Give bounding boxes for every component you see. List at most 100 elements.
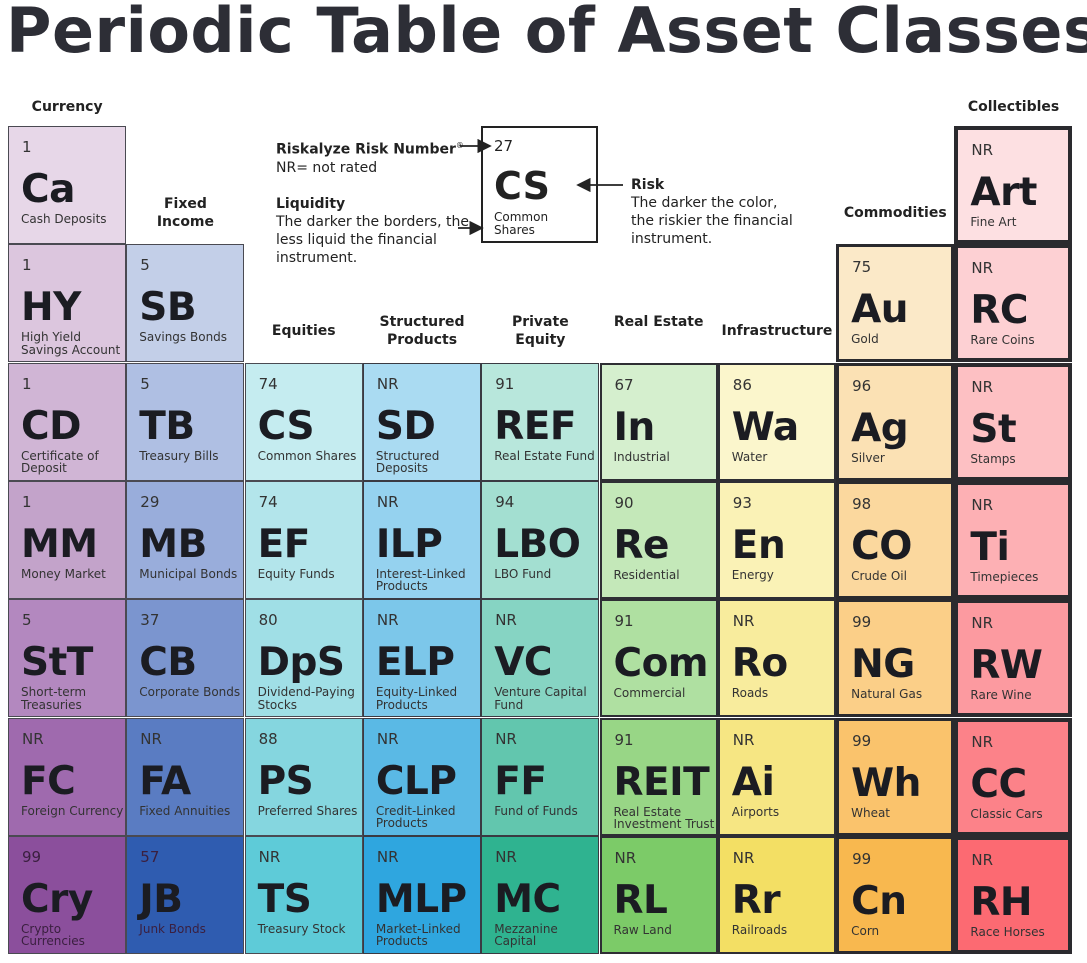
element-ng: 99 NG Natural Gas: [836, 599, 955, 718]
element-symbol: Ro: [731, 641, 788, 687]
element-risk-number: NR: [732, 848, 755, 867]
element-symbol: StT: [21, 640, 93, 686]
element-symbol: Art: [970, 170, 1037, 215]
category-header-equities: Equities: [271, 323, 336, 339]
element-rw: NR RW Rare Wine: [954, 599, 1073, 718]
element-symbol: Ag: [851, 405, 909, 451]
element-name: Rare Coins: [970, 333, 1035, 348]
element-symbol: HY: [21, 285, 81, 331]
element-symbol: JB: [139, 876, 183, 922]
element-symbol: St: [970, 406, 1017, 452]
element-risk-number: 74: [258, 492, 278, 511]
element-name: Airports: [731, 804, 780, 819]
element-ai: NR Ai Airports: [717, 717, 836, 836]
element-risk-number: NR: [971, 141, 994, 159]
element-symbol: CC: [970, 761, 1027, 807]
element-ts: NR TS Treasury Stock: [244, 835, 363, 954]
element-symbol: MLP: [375, 876, 467, 922]
element-risk-number: 99: [852, 731, 872, 750]
element-risk-number: NR: [495, 847, 517, 866]
legend-risk-desc: The darker the color, the riskier the fi…: [631, 195, 793, 247]
element-cn: 99 Cn Corn: [836, 835, 955, 954]
element-risk-number: 91: [495, 374, 515, 393]
element-name: Fixed Annuities: [139, 803, 231, 818]
element-risk-number: 29: [140, 492, 160, 511]
element-symbol: Ti: [970, 524, 1010, 570]
element-name: Classic Cars: [970, 806, 1043, 821]
element-symbol: ILP: [375, 521, 443, 567]
element-name: Real Estate Investment Trust: [613, 804, 715, 831]
element-in: 67 In Industrial: [599, 362, 718, 481]
category-header-infrastructure: Infrastructure: [721, 323, 833, 339]
element-risk-number: 37: [140, 611, 160, 630]
element-name: Market-Linked Products: [375, 921, 461, 949]
element-risk-number: 91: [614, 612, 634, 631]
element-rr: NR Rr Railroads: [717, 835, 836, 954]
element-rh: NR RH Race Horses: [954, 835, 1073, 954]
element-name: Mezzanine Capital: [494, 921, 558, 949]
element-name: Money Market: [21, 566, 106, 581]
element-ti: NR Ti Timepieces: [954, 480, 1073, 599]
element-symbol: RC: [970, 288, 1029, 334]
legend-liquidity-label: Liquidity: [276, 196, 346, 212]
element-risk-number: 80: [258, 611, 278, 630]
element-en: 93 En Energy: [717, 480, 836, 599]
element-ef: 74 EF Equity Funds: [244, 480, 363, 599]
element-name: Raw Land: [613, 922, 672, 937]
element-risk-number: NR: [732, 730, 755, 749]
element-risk-number: 99: [852, 849, 872, 868]
element-lbo: 94 LBO LBO Fund: [481, 480, 600, 599]
element-symbol: Com: [613, 641, 709, 687]
element-name: Commercial: [613, 686, 686, 701]
element-risk-number: 74: [258, 374, 278, 393]
element-name: Roads: [731, 686, 769, 701]
element-name: LBO Fund: [494, 566, 552, 581]
element-symbol: En: [731, 522, 786, 568]
element-symbol: DpS: [257, 640, 345, 686]
element-ilp: NR ILP Interest-Linked Products: [362, 480, 481, 599]
element-risk-number: NR: [258, 847, 281, 866]
element-rc: NR RC Rare Coins: [954, 244, 1073, 363]
element-risk-number: 5: [140, 374, 150, 393]
legend-example-symbol: CS: [494, 164, 550, 208]
element-name: Treasury Bills: [139, 448, 219, 463]
element-dps: 80 DpS Dividend-Paying Stocks: [244, 599, 363, 718]
category-header-private-equity: Private Equity: [511, 314, 569, 348]
element-symbol: Wh: [851, 760, 921, 806]
element-symbol: FC: [21, 758, 76, 804]
element-cb: 37 CB Corporate Bonds: [126, 599, 245, 718]
element-risk-number: 1: [22, 492, 32, 511]
element-symbol: FA: [139, 758, 191, 804]
category-header-real-estate: Real Estate: [613, 314, 704, 330]
element-risk-number: NR: [614, 848, 637, 867]
element-symbol: RW: [970, 643, 1043, 689]
element-risk-number: 99: [852, 613, 872, 632]
legend-example-name: Common Shares: [494, 210, 549, 237]
element-name: Foreign Currency: [21, 803, 124, 818]
element-risk-number: NR: [495, 729, 517, 748]
element-sb: 5 SB Savings Bonds: [126, 244, 245, 363]
element-name: Race Horses: [970, 924, 1045, 939]
element-ag: 96 Ag Silver: [836, 362, 955, 481]
element-stt: 5 StT Short-term Treasuries: [8, 599, 126, 718]
element-jb: 57 JB Junk Bonds: [126, 835, 245, 954]
element-risk-number: NR: [376, 374, 399, 393]
element-risk-number: NR: [376, 492, 399, 511]
legend-risk-number-label: Riskalyze Risk Number: [276, 141, 456, 158]
element-risk-number: 67: [614, 375, 634, 394]
element-cry: 99 Cry Crypto Currencies: [8, 835, 126, 954]
element-risk-number: 1: [22, 138, 32, 156]
element-name: Preferred Shares: [257, 803, 358, 818]
element-symbol: CD: [21, 403, 82, 449]
element-wa: 86 Wa Water: [717, 362, 836, 481]
element-rl: NR RL Raw Land: [599, 835, 718, 954]
element-risk-number: 1: [22, 374, 32, 393]
element-symbol: CB: [139, 640, 197, 686]
element-symbol: EF: [257, 521, 311, 567]
element-symbol: TS: [257, 876, 312, 922]
element-name: Railroads: [731, 922, 788, 937]
element-risk-number: NR: [971, 732, 994, 751]
element-symbol: REF: [494, 403, 577, 449]
element-risk-number: 93: [732, 493, 752, 512]
